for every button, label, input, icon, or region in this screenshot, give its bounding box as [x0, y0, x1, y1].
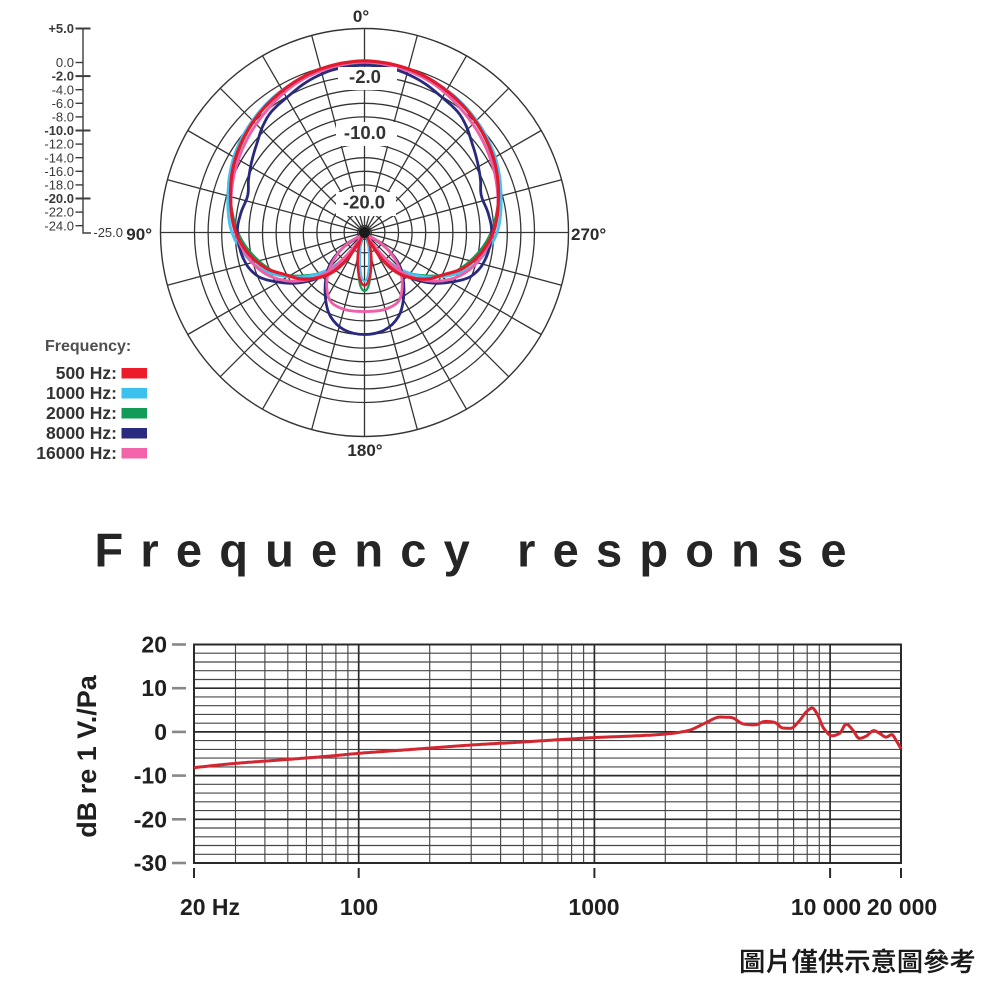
svg-text:10 000: 10 000	[791, 894, 861, 920]
svg-text:dB re 1 V./Pa: dB re 1 V./Pa	[72, 674, 102, 838]
svg-text:1000: 1000	[568, 894, 619, 920]
svg-text:-6.0: -6.0	[52, 96, 74, 111]
svg-text:-8.0: -8.0	[52, 110, 74, 125]
svg-text:-30: -30	[134, 850, 167, 876]
svg-text:20 Hz: 20 Hz	[180, 894, 240, 920]
svg-text:Frequency:: Frequency:	[45, 338, 131, 355]
svg-text:-24.0: -24.0	[44, 218, 74, 233]
svg-text:-10.0: -10.0	[344, 122, 386, 143]
svg-text:-14.0: -14.0	[44, 150, 74, 165]
svg-text:-18.0: -18.0	[44, 178, 74, 193]
svg-text:-20.0: -20.0	[343, 192, 385, 213]
svg-text:0.0: 0.0	[56, 55, 74, 70]
svg-text:-12.0: -12.0	[44, 137, 74, 152]
svg-text:-22.0: -22.0	[44, 205, 74, 220]
svg-text:90°: 90°	[126, 225, 152, 244]
svg-text:-16.0: -16.0	[44, 164, 74, 179]
svg-text:0°: 0°	[353, 7, 369, 26]
svg-text:20: 20	[141, 632, 167, 658]
svg-text:180°: 180°	[347, 441, 382, 460]
svg-text:0: 0	[154, 719, 167, 745]
svg-text:-20.0: -20.0	[44, 191, 74, 206]
svg-text:2000 Hz:: 2000 Hz:	[46, 403, 117, 423]
svg-text:270°: 270°	[571, 225, 606, 244]
svg-text:8000 Hz:: 8000 Hz:	[46, 423, 117, 443]
svg-text:100: 100	[340, 894, 378, 920]
svg-text:10: 10	[141, 675, 167, 701]
svg-text:-20: -20	[134, 806, 167, 832]
svg-text:1000 Hz:: 1000 Hz:	[46, 383, 117, 403]
svg-text:16000 Hz:: 16000 Hz:	[36, 443, 117, 463]
svg-text:500 Hz:: 500 Hz:	[56, 363, 117, 383]
svg-text:+5.0: +5.0	[48, 21, 74, 36]
svg-text:-25.0: -25.0	[93, 225, 123, 240]
svg-text:-2.0: -2.0	[52, 69, 74, 84]
svg-text:-10.0: -10.0	[44, 123, 74, 138]
svg-text:-2.0: -2.0	[349, 66, 381, 87]
svg-text:-4.0: -4.0	[52, 82, 74, 97]
svg-text:20 000: 20 000	[867, 894, 937, 920]
svg-text:-10: -10	[134, 763, 167, 789]
